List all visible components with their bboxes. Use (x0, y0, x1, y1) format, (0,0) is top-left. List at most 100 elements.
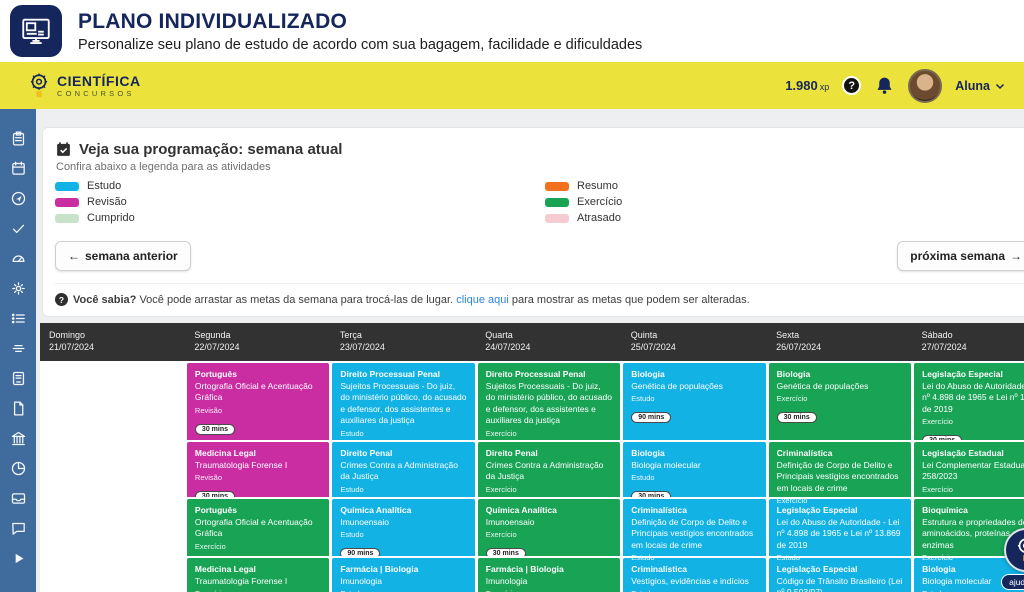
help-mascot-button[interactable] (1004, 528, 1024, 572)
legend-label: Cumprido (87, 212, 135, 224)
activity-card[interactable]: Legislação Especial Código de Trânsito B… (768, 558, 912, 592)
activity-type: Exercício (776, 394, 808, 404)
brand-name: CIENTÍFICA (57, 72, 141, 89)
activity-subject: Criminalística (776, 448, 833, 458)
activity-topic: Imunologia (340, 576, 382, 586)
sidebar-item-document[interactable] (0, 393, 36, 423)
user-menu[interactable]: Aluna (955, 79, 1006, 93)
activity-type: Estudo (631, 394, 655, 404)
calendar-row: Português Ortografia Oficial e Acentuaçã… (40, 497, 1024, 591)
calendar-slot: Farmácia | Biologia Imunologia Estudo 90… (330, 556, 477, 592)
avatar[interactable] (908, 68, 943, 103)
activity-type: Exercício (776, 496, 808, 506)
tip-link[interactable]: clique aqui (456, 293, 509, 306)
sidebar-item-settings[interactable] (0, 273, 36, 303)
activity-type: Exercício (485, 530, 517, 540)
sidebar-item-planner[interactable] (0, 123, 36, 153)
did-you-know-tip: ? Você sabia? Você pode arrastar as meta… (55, 283, 1024, 306)
sidebar-item-play[interactable] (0, 543, 36, 573)
activity-type: Exercício (194, 541, 226, 551)
activity-topic: Lei do Abuso de Autoridade - Lei nº 4.89… (922, 381, 1024, 414)
activity-type: Estudo (340, 484, 364, 494)
legend-swatch (545, 197, 569, 207)
day-date: 26/07/2024 (776, 342, 822, 353)
sidebar-item-list[interactable] (0, 303, 36, 333)
legend-label: Estudo (87, 180, 122, 192)
day-name: Quarta (485, 330, 513, 340)
activity-type: Exercício (922, 417, 953, 427)
activity-topic: Lei do Abuso de Autoridade - Lei nº 4.89… (776, 517, 901, 550)
legend-label: Resumo (577, 180, 618, 192)
sidebar-item-chart[interactable] (0, 453, 36, 483)
legend-item-resumo: Resumo (545, 180, 1024, 192)
sidebar (0, 109, 36, 592)
arrow-left-icon: ← (68, 249, 80, 263)
activity-subject: Medicina Legal (194, 564, 256, 574)
sidebar-item-levels[interactable] (0, 333, 36, 363)
day-header-segunda: Segunda 22/07/2024 (185, 323, 330, 361)
activity-topic: Biologia molecular (631, 460, 701, 470)
levels-icon (12, 344, 24, 352)
duration-badge: 30 mins (776, 412, 817, 424)
help-question-icon[interactable]: ? (842, 76, 862, 95)
sidebar-item-inbox[interactable] (0, 483, 36, 513)
document-icon (13, 400, 23, 416)
sidebar-item-navigation[interactable] (0, 183, 36, 213)
institution-icon (11, 431, 25, 445)
day-name: Quinta (630, 330, 658, 340)
duration-badge: 90 mins (631, 412, 672, 424)
activity-card[interactable]: Farmácia | Biologia Imunologia Exercício… (477, 558, 621, 592)
schedule-card: Veja sua programação: semana atual Confi… (42, 127, 1024, 317)
activity-topic: Definição de Corpo de Delito e Principai… (776, 460, 899, 493)
brand-tagline: CONCURSOS (57, 88, 135, 98)
activity-type: Estudo (922, 589, 1024, 592)
brand-logo[interactable]: CIENTÍFICA CONCURSOS (26, 72, 141, 100)
sidebar-item-institution[interactable] (0, 423, 36, 453)
lightbulb-mascot-icon (1017, 538, 1024, 562)
help-pill-button[interactable]: ajuda ? (1001, 574, 1024, 590)
activity-subject: Biologia (631, 369, 665, 379)
activity-type: Estudo (776, 553, 800, 563)
notifications-bell-icon[interactable] (874, 75, 895, 96)
tip-bold: Você sabia? (73, 293, 137, 306)
activity-topic: Genética de populações (631, 381, 723, 391)
day-header-quinta: Quinta 25/07/2024 (622, 323, 767, 361)
activity-card[interactable]: Farmácia | Biologia Imunologia Estudo 90… (332, 558, 475, 592)
legend-label: Exercício (577, 196, 623, 208)
activity-topic: Código de Trânsito Brasileiro (Lei nº 9.… (776, 576, 903, 592)
activity-topic: Imunologia (485, 576, 528, 586)
activity-subject: Farmácia | Biologia (340, 564, 419, 574)
calendar-row: Medicina Legal Traumatologia Forense I R… (40, 440, 1024, 534)
page-subtitle: Personalize seu plano de estudo de acord… (78, 36, 643, 53)
activity-card[interactable]: Medicina Legal Traumatologia Forense I E… (186, 558, 330, 592)
play-icon (15, 553, 23, 563)
activity-subject: Legislação Especial (776, 505, 858, 515)
settings-icon (11, 281, 25, 295)
sidebar-item-tasks[interactable] (0, 213, 36, 243)
calendar-slot: Farmácia | Biologia Imunologia Exercício… (476, 556, 622, 592)
dashboard-icon (12, 254, 24, 262)
calendar-slot: Criminalística Vestígios, evidências e i… (621, 556, 768, 592)
sidebar-item-chat[interactable] (0, 513, 36, 543)
next-week-button[interactable]: próxima semana → (897, 241, 1024, 271)
sidebar-item-book[interactable] (0, 363, 36, 393)
day-date: 22/07/2024 (194, 342, 240, 353)
previous-week-button[interactable]: ← semana anterior (55, 241, 191, 271)
sidebar-item-calendar[interactable] (0, 153, 36, 183)
activity-topic: Crimes Contra a Administração da Justiça (485, 460, 604, 482)
activity-topic: Vestígios, evidências e indícios (631, 576, 749, 586)
activity-card[interactable]: Criminalística Vestígios, evidências e i… (623, 558, 766, 592)
day-date: 27/07/2024 (921, 342, 967, 353)
monitor-icon (22, 18, 50, 44)
chat-icon (11, 522, 25, 535)
day-header-sábado: Sábado 27/07/2024 (913, 323, 1024, 361)
list-icon (11, 313, 25, 323)
xp-counter: 1.980 xp (785, 78, 830, 93)
activity-subject: Legislação Especial (922, 369, 1003, 379)
calendar-header-row: Domingo 21/07/2024 Segunda 22/07/2024 Terça 2… (40, 323, 1024, 361)
activity-subject: Criminalística (631, 505, 687, 515)
sidebar-item-dashboard[interactable] (0, 243, 36, 273)
calendar-icon (11, 160, 25, 175)
legend-caption: Confira abaixo a legenda para as ativida… (56, 161, 271, 173)
